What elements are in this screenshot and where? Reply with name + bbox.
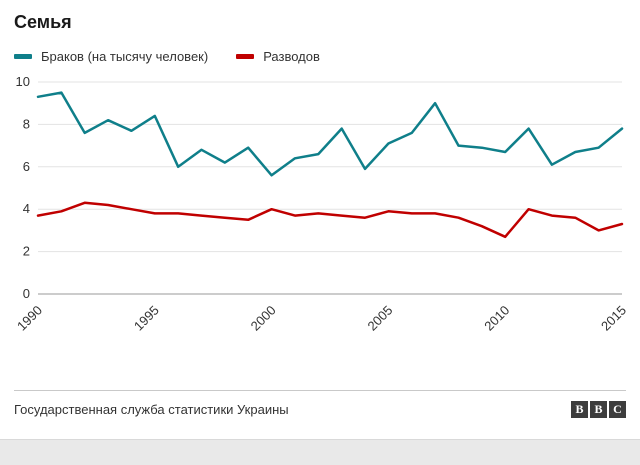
page-title: Семья xyxy=(14,12,72,32)
svg-text:2005: 2005 xyxy=(364,303,395,334)
svg-text:4: 4 xyxy=(23,201,30,216)
legend-label-marriages: Браков (на тысячу человек) xyxy=(41,49,209,64)
bbc-logo-block: B xyxy=(571,401,588,418)
source-text: Государственная служба статистики Украин… xyxy=(14,402,289,417)
svg-text:8: 8 xyxy=(23,116,30,131)
bottom-strip xyxy=(0,439,640,465)
svg-text:2: 2 xyxy=(23,244,30,259)
line-chart: 0 2 4 6 8 10 1990 1995 2000 2005 2010 2015 xyxy=(0,72,640,363)
chart-card: Семья Браков (на тысячу человек) Разводо… xyxy=(0,12,640,363)
chart-footer: Государственная служба статистики Украин… xyxy=(14,390,626,418)
svg-text:0: 0 xyxy=(23,286,30,301)
svg-text:1995: 1995 xyxy=(131,303,162,334)
bbc-logo: B B C xyxy=(571,401,626,418)
svg-text:10: 10 xyxy=(16,74,30,89)
chart-legend: Браков (на тысячу человек) Разводов xyxy=(14,49,626,64)
legend-item-divorces: Разводов xyxy=(236,49,320,64)
svg-text:2010: 2010 xyxy=(481,303,512,334)
svg-text:6: 6 xyxy=(23,159,30,174)
bbc-logo-block: B xyxy=(590,401,607,418)
legend-swatch-divorces xyxy=(236,54,255,59)
bbc-logo-block: C xyxy=(609,401,626,418)
svg-text:2015: 2015 xyxy=(598,303,629,334)
legend-item-marriages: Браков (на тысячу человек) xyxy=(14,49,208,64)
svg-text:1990: 1990 xyxy=(14,303,45,334)
legend-label-divorces: Разводов xyxy=(263,49,320,64)
legend-swatch-marriages xyxy=(14,54,32,59)
svg-text:2000: 2000 xyxy=(248,303,279,334)
